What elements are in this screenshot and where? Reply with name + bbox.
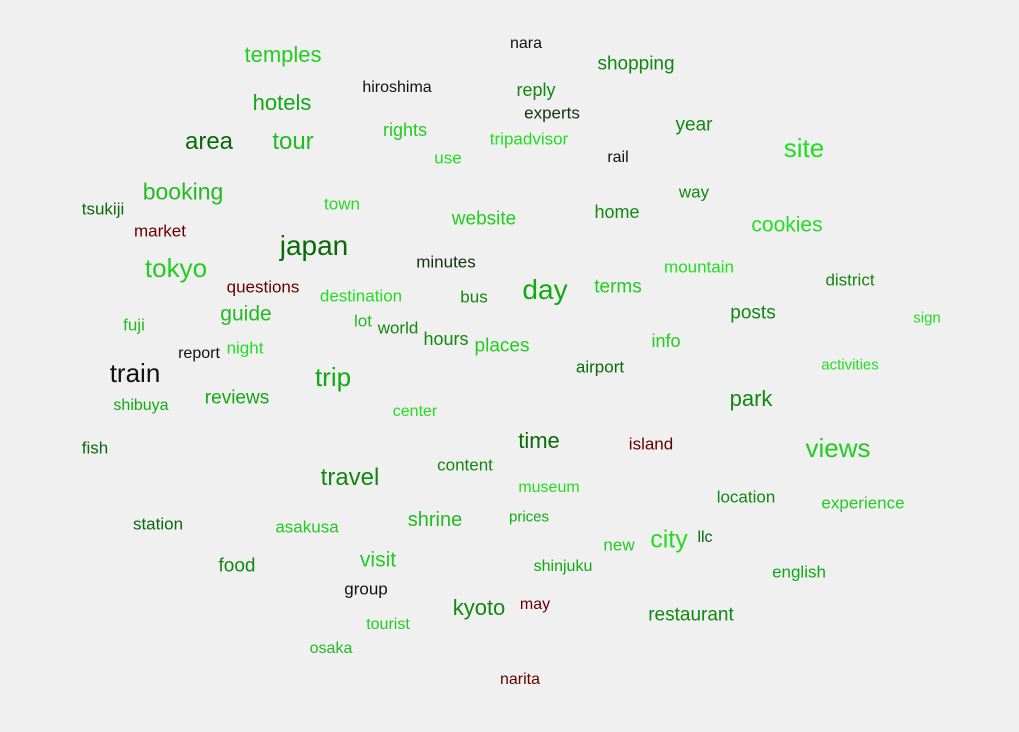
word-japan: japan	[279, 230, 349, 261]
word-site: site	[783, 133, 825, 163]
word-travel: travel	[320, 464, 380, 491]
word-tripadvisor: tripadvisor	[489, 129, 569, 149]
word-cookies: cookies	[751, 213, 823, 237]
word-bus: bus	[460, 287, 488, 307]
word-fish: fish	[81, 438, 109, 458]
word-airport: airport	[575, 357, 625, 377]
word-osaka: osaka	[309, 640, 353, 657]
word-terms: terms	[594, 276, 642, 298]
word-nara: nara	[509, 35, 543, 52]
word-island: island	[628, 434, 674, 454]
word-kyoto: kyoto	[452, 595, 506, 620]
word-hours: hours	[423, 329, 469, 349]
word-rail: rail	[607, 149, 629, 166]
word-experience: experience	[821, 493, 905, 513]
word-shopping: shopping	[597, 53, 675, 75]
word-museum: museum	[518, 479, 580, 496]
word-trip: trip	[314, 362, 352, 392]
word-tourist: tourist	[366, 616, 410, 633]
word-guide: guide	[220, 302, 272, 326]
word-center: center	[392, 403, 438, 420]
word-market: market	[134, 221, 186, 241]
word-station: station	[132, 514, 184, 534]
word-use: use	[434, 148, 462, 168]
word-minutes: minutes	[416, 252, 476, 272]
word-day: day	[522, 274, 568, 305]
word-lot: lot	[354, 311, 372, 331]
word-restaurant: restaurant	[648, 604, 734, 626]
word-tokyo: tokyo	[144, 253, 208, 283]
word-hiroshima: hiroshima	[362, 79, 432, 96]
word-experts: experts	[524, 103, 580, 123]
word-reviews: reviews	[204, 387, 270, 409]
word-shrine: shrine	[407, 509, 463, 531]
word-hotels: hotels	[252, 90, 312, 115]
word-location: location	[716, 487, 776, 507]
word-town: town	[324, 194, 360, 214]
word-shinjuku: shinjuku	[533, 558, 593, 575]
word-group: group	[344, 579, 388, 599]
word-food: food	[218, 555, 256, 577]
word-may: may	[519, 596, 551, 613]
word-asakusa: asakusa	[275, 517, 339, 537]
word-shibuya: shibuya	[113, 397, 169, 414]
word-tsukiji: tsukiji	[81, 199, 125, 219]
word-destination: destination	[319, 286, 403, 306]
word-sign: sign	[913, 309, 941, 327]
word-reply: reply	[516, 80, 556, 100]
word-home: home	[594, 202, 640, 222]
word-world: world	[377, 318, 419, 338]
word-area: area	[184, 128, 234, 155]
word-fuji: fuji	[123, 315, 145, 335]
word-temples: temples	[244, 42, 322, 67]
word-prices: prices	[508, 508, 550, 526]
word-park: park	[729, 386, 773, 411]
word-places: places	[474, 335, 530, 357]
word-posts: posts	[730, 302, 776, 324]
word-tour: tour	[272, 128, 314, 155]
word-content: content	[437, 455, 493, 475]
word-district: district	[825, 270, 875, 290]
word-visit: visit	[359, 548, 397, 572]
word-activities: activities	[821, 356, 879, 374]
word-new: new	[603, 535, 635, 555]
word-city: city	[650, 525, 688, 554]
word-llc: llc	[697, 529, 713, 546]
word-english: english	[772, 562, 826, 582]
word-rights: rights	[382, 120, 428, 140]
word-year: year	[675, 114, 713, 136]
word-questions: questions	[226, 277, 300, 297]
word-narita: narita	[499, 671, 541, 688]
word-mountain: mountain	[664, 257, 734, 277]
word-info: info	[651, 331, 681, 351]
word-night: night	[226, 338, 264, 358]
word-booking: booking	[142, 178, 224, 205]
word-website: website	[451, 208, 517, 230]
word-train: train	[109, 358, 161, 388]
word-views: views	[805, 433, 871, 463]
word-time: time	[518, 428, 560, 453]
word-report: report	[178, 345, 220, 362]
word-way: way	[678, 182, 710, 202]
